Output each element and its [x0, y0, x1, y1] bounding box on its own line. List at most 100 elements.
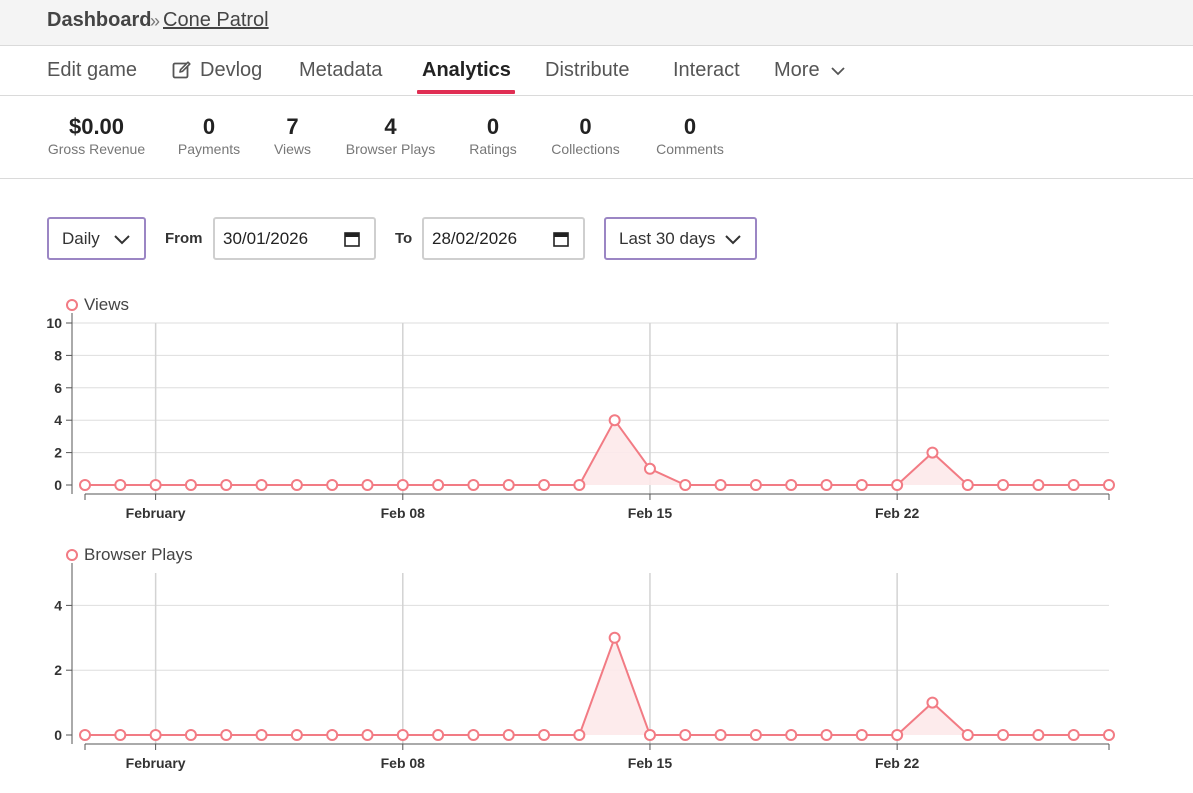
stat-payments: 0 Payments: [174, 114, 244, 158]
data-point: [785, 729, 798, 741]
x-tick-label: Feb 08: [381, 505, 426, 521]
stat-value: 7: [286, 114, 299, 139]
tab-analytics[interactable]: Analytics: [422, 59, 511, 81]
data-point: [891, 479, 904, 491]
stat-label: Ratings: [469, 141, 517, 157]
data-point: [149, 729, 162, 741]
data-point: [538, 479, 551, 491]
stat-value: 0: [486, 114, 500, 139]
data-point: [820, 479, 833, 491]
to-label: To: [395, 230, 413, 247]
data-point: [573, 479, 586, 491]
y-tick-label: 6: [54, 380, 62, 396]
data-point: [855, 729, 868, 741]
views-chart-legend: Views: [66, 295, 129, 315]
data-point: [1032, 729, 1045, 741]
stat-value: $0.00: [68, 114, 125, 139]
from-label: From: [165, 230, 203, 247]
y-tick-label: 10: [46, 315, 62, 331]
views-chart-title: Views: [84, 295, 130, 314]
data-point: [926, 446, 939, 459]
data-point: [785, 479, 798, 491]
x-tick-label: Feb 22: [875, 755, 920, 771]
x-tick-label: Feb 22: [875, 505, 920, 521]
interval-select[interactable]: Daily: [47, 217, 146, 260]
data-point: [926, 696, 939, 709]
y-tick-label: 2: [54, 662, 62, 678]
data-point: [255, 729, 268, 741]
from-date-input[interactable]: 30/01/2026: [213, 217, 376, 260]
chevron-down-icon: [114, 235, 130, 245]
tab-devlog[interactable]: Devlog: [200, 59, 263, 81]
x-tick-label: February: [126, 755, 186, 771]
breadcrumb-separator: »: [150, 11, 161, 31]
range-value: Last 30 days: [619, 229, 716, 248]
data-point: [184, 729, 197, 741]
chevron-down-icon: [725, 235, 741, 245]
data-point: [997, 479, 1010, 491]
stat-gross-revenue: $0.00 Gross Revenue: [47, 114, 146, 158]
interval-value: Daily: [62, 229, 100, 248]
data-point: [432, 479, 445, 491]
to-date-input[interactable]: 28/02/2026: [422, 217, 585, 260]
data-point: [326, 479, 339, 491]
data-point: [855, 479, 868, 491]
stat-label: Collections: [551, 141, 620, 157]
breadcrumb-dashboard[interactable]: Dashboard: [47, 9, 152, 31]
data-point: [396, 479, 409, 491]
stat-label: Views: [273, 141, 312, 157]
stat-label: Payments: [177, 141, 241, 157]
data-point: [502, 729, 515, 741]
tab-bar: Edit game Devlog Metadata Analytics Dist…: [0, 46, 1193, 96]
data-point: [679, 729, 692, 741]
data-point: [184, 479, 197, 491]
views-chart: 0 2 4 6 8 10 February Feb 08 Feb 15 Feb 22: [46, 313, 1115, 521]
data-point: [396, 729, 409, 741]
range-select[interactable]: Last 30 days: [604, 217, 757, 260]
data-point: [326, 729, 339, 741]
calendar-icon[interactable]: [553, 231, 569, 247]
tab-distribute[interactable]: Distribute: [545, 59, 630, 81]
y-tick-label: 2: [54, 445, 62, 461]
tab-more[interactable]: More: [774, 59, 820, 81]
x-tick-label: Feb 08: [381, 755, 426, 771]
data-point: [79, 729, 91, 741]
data-point: [714, 729, 727, 741]
data-point: [1067, 729, 1080, 741]
active-tab-indicator: [417, 90, 515, 94]
data-point: [255, 479, 268, 491]
y-tick-label: 4: [54, 412, 62, 428]
legend-marker-icon: [66, 299, 78, 311]
stat-ratings: 0 Ratings: [463, 114, 523, 158]
y-tick-label: 0: [54, 727, 62, 743]
data-point: [538, 729, 551, 741]
data-point: [290, 729, 303, 741]
data-point: [997, 729, 1010, 741]
tab-interact[interactable]: Interact: [673, 59, 740, 81]
data-point: [643, 729, 656, 741]
series-area: [85, 637, 1109, 735]
data-point: [1103, 479, 1115, 491]
breadcrumb-game-link[interactable]: Cone Patrol: [163, 9, 269, 31]
legend-marker-icon: [66, 549, 78, 561]
data-point: [1032, 479, 1045, 491]
data-point: [714, 479, 727, 491]
stat-label: Comments: [656, 141, 724, 157]
data-point: [220, 479, 233, 491]
calendar-icon[interactable]: [344, 231, 360, 247]
tab-edit-game[interactable]: Edit game: [47, 59, 138, 81]
stats-bar: $0.00 Gross Revenue 0 Payments 7 Views 4…: [0, 96, 1193, 179]
x-tick-label: Feb 15: [628, 755, 673, 771]
data-point: [467, 479, 480, 491]
chevron-down-icon: [831, 67, 845, 76]
data-point: [114, 479, 127, 491]
data-point: [891, 729, 904, 741]
tab-metadata[interactable]: Metadata: [299, 59, 383, 81]
data-point: [749, 729, 762, 741]
data-point: [220, 729, 233, 741]
data-point: [114, 729, 127, 741]
edit-icon: [172, 61, 191, 79]
to-date-value: 28/02/2026: [432, 229, 518, 248]
data-point: [643, 462, 656, 475]
data-point: [961, 479, 974, 491]
